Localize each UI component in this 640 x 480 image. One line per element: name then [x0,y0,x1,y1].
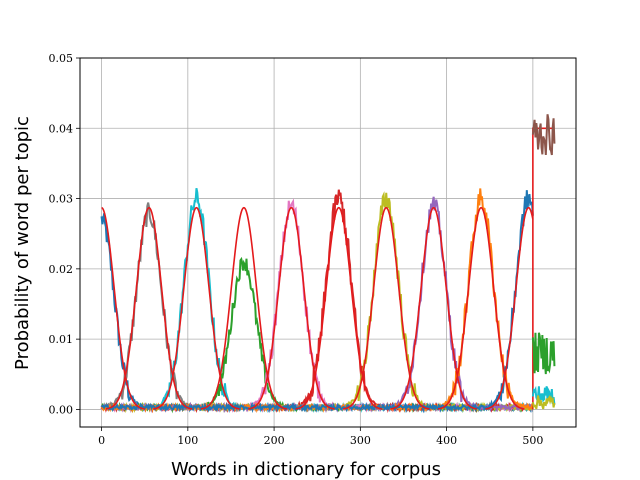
true-topic-curve [437,206,525,410]
true-topic-curve [390,206,477,410]
x-tick-label: 0 [98,434,105,447]
true-topic-curve [101,206,145,410]
plot-frame [79,57,577,428]
y-axis-title: Probability of word per topic [12,116,33,370]
y-tick-label: 0.04 [49,122,74,135]
true-topic-curve [153,206,240,410]
true-topic-curve [105,206,193,410]
true-topic-curve [200,206,288,410]
series-layer [100,114,556,414]
estimated-topic-line [100,190,534,414]
true-topic-curve [295,206,383,410]
y-tick-label: 0.01 [49,333,74,346]
y-tick-label: 0.03 [49,193,74,206]
tail-topic-line [531,114,556,156]
y-tick-label: 0.05 [49,52,74,65]
x-tick-label: 100 [177,434,198,447]
x-tick-label: 200 [264,434,285,447]
true-topic-curve [485,206,534,410]
tail-topic-line [531,332,556,375]
tail-topic-line [531,394,556,410]
x-tick-label: 300 [350,434,371,447]
y-tick-label: 0.00 [49,403,74,416]
true-topic-curve [248,206,335,410]
x-tick-label: 500 [522,434,543,447]
true-topic-curve [342,206,430,410]
y-tick-label: 0.02 [49,263,74,276]
ticks: 0 100 200 300 400 500 0.00 0.01 0.02 0.03 0.04 0.05 [49,52,544,447]
x-tick-label: 400 [436,434,457,447]
x-axis-title: Words in dictionary for corpus [171,459,441,480]
